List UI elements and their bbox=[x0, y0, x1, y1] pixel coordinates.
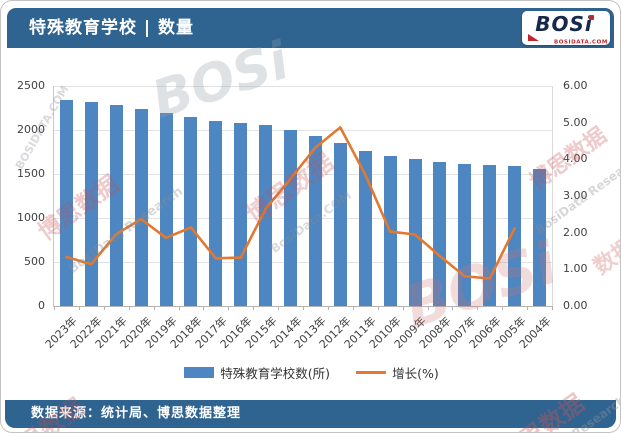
axis-tick bbox=[153, 306, 155, 310]
left-axis-tick-2500: 2500 bbox=[17, 79, 45, 92]
bar-2004年 bbox=[533, 168, 547, 306]
bar-2005年 bbox=[508, 165, 522, 306]
bosi-logo-site: BOSIDATA.COM bbox=[554, 38, 608, 45]
axis-tick bbox=[402, 306, 404, 310]
axis-tick bbox=[452, 306, 454, 310]
bar-2016年 bbox=[234, 122, 248, 306]
axis-tick bbox=[78, 306, 80, 310]
axis-tick bbox=[477, 306, 479, 310]
bosi-logo-text: BOSi bbox=[535, 12, 593, 36]
bar-2007年 bbox=[458, 163, 472, 306]
right-axis-tick-5.00: 5.00 bbox=[563, 115, 588, 129]
axis-tick bbox=[128, 306, 130, 310]
bar-2015年 bbox=[259, 125, 273, 306]
bar-2022年 bbox=[84, 102, 98, 306]
bar-2011年 bbox=[358, 150, 372, 306]
axis-tick bbox=[377, 306, 379, 310]
right-axis-tick-3.00: 3.00 bbox=[563, 189, 588, 202]
growth-line bbox=[65, 126, 516, 280]
axis-tick bbox=[253, 306, 255, 310]
legend-label-growth: 增长(%) bbox=[392, 366, 439, 381]
bosi-logo-dot-icon bbox=[589, 15, 594, 20]
axis-tick bbox=[303, 306, 304, 310]
legend-bar-swatch-icon bbox=[184, 367, 215, 378]
combo-chart: 2500 2000 1500 1000 500 0 6.00 5.00 4.00 3.00 2.00… bbox=[1, 49, 620, 399]
bosi-logo: BOSi BOSIDATA.COM bbox=[522, 11, 610, 45]
left-axis-tick-1500: 1500 bbox=[17, 167, 45, 180]
bar-2008年 bbox=[433, 161, 447, 306]
left-axis-tick-1000: 1000 bbox=[17, 211, 45, 224]
gridline bbox=[54, 130, 552, 131]
axis-tick bbox=[228, 306, 230, 310]
axis-tick bbox=[352, 306, 354, 310]
axis-tick bbox=[203, 306, 205, 310]
axis-tick bbox=[103, 306, 105, 310]
bar-2023年 bbox=[59, 99, 73, 306]
gridline bbox=[54, 86, 552, 87]
axis-tick bbox=[278, 306, 280, 310]
right-axis-tick-0.00: 0.00 bbox=[563, 299, 588, 312]
left-axis-tick-0: 0 bbox=[38, 299, 45, 312]
legend-item-growth: 增长(%) bbox=[356, 363, 439, 382]
bar-2019年 bbox=[159, 113, 173, 306]
axis-tick bbox=[427, 306, 429, 310]
axis-tick bbox=[502, 306, 504, 310]
axis-tick bbox=[178, 306, 180, 310]
bar-2012年 bbox=[333, 142, 347, 306]
bosi-logo-flag-icon bbox=[528, 34, 539, 41]
chart-legend: 特殊教育学校数(所) 增长(%) bbox=[1, 363, 620, 382]
legend-label-schools: 特殊教育学校数(所) bbox=[220, 366, 331, 381]
gridline bbox=[54, 262, 552, 263]
page-title: 特殊教育学校 | 数量 bbox=[29, 18, 195, 38]
bar-2009年 bbox=[408, 158, 422, 306]
plot-area bbox=[53, 86, 553, 310]
gridline bbox=[54, 218, 552, 219]
left-axis-tick-500: 500 bbox=[24, 255, 45, 268]
axis-tick bbox=[527, 306, 529, 310]
bar-2021年 bbox=[109, 104, 123, 306]
right-axis-tick-2.00: 2.00 bbox=[563, 225, 588, 239]
axis-tick bbox=[552, 306, 553, 310]
header-bar: 特殊教育学校 | 数量 BOSi BOSIDATA.COM bbox=[7, 8, 614, 48]
footer-bar: 数据来源：统计局、博思数据整理 bbox=[5, 400, 616, 428]
axis-tick bbox=[327, 306, 329, 310]
bar-2017年 bbox=[209, 120, 223, 306]
bar-2020年 bbox=[134, 108, 148, 306]
bar-2013年 bbox=[308, 135, 322, 306]
right-axis-tick-1.00: 1.00 bbox=[563, 262, 588, 276]
gridline bbox=[54, 174, 552, 175]
legend-line-swatch-icon bbox=[356, 370, 387, 375]
legend-item-schools: 特殊教育学校数(所) bbox=[184, 363, 330, 382]
axis-tick bbox=[54, 306, 55, 310]
left-axis-tick-2000: 2000 bbox=[17, 123, 45, 136]
right-axis-tick-4.00: 4.00 bbox=[563, 152, 588, 166]
right-axis-tick-6.00: 6.00 bbox=[563, 79, 588, 92]
bar-2018年 bbox=[184, 116, 198, 306]
data-source: 数据来源：统计局、博思数据整理 bbox=[31, 406, 242, 421]
